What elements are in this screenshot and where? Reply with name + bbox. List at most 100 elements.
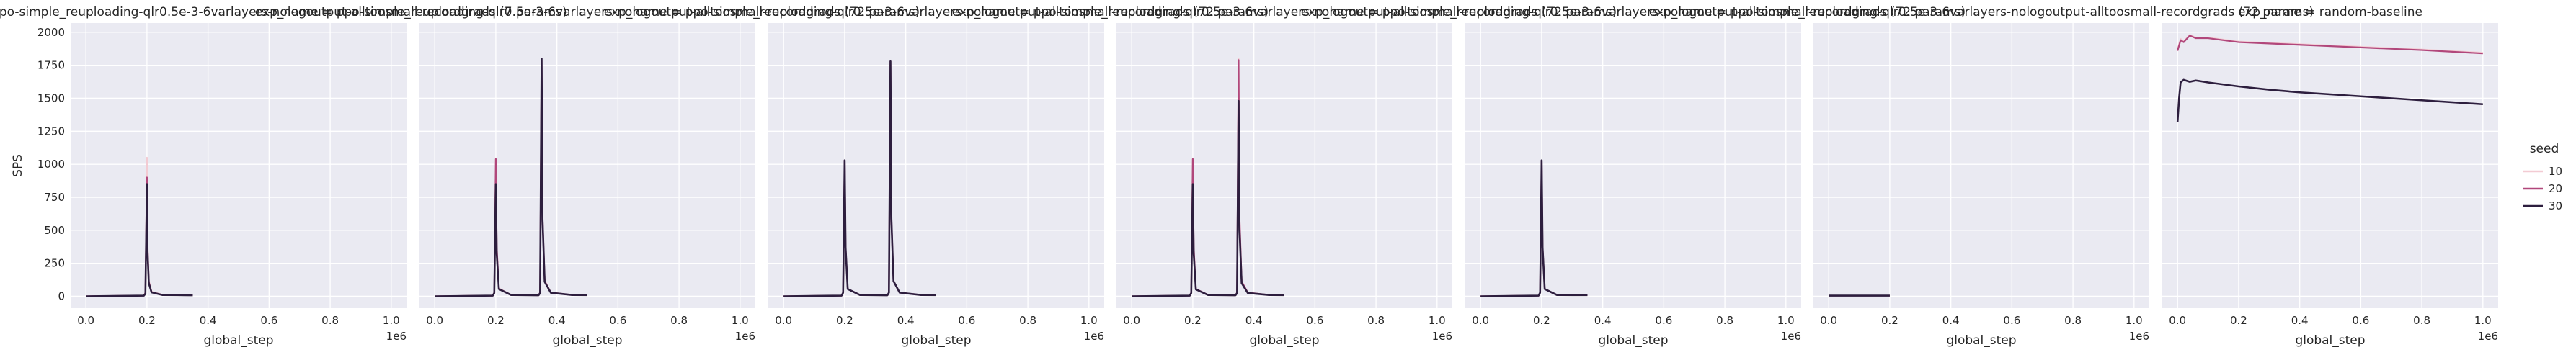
panel-background [419,23,755,308]
y-tick-label: 750 [44,191,65,204]
series-line-seed-30 [86,183,193,297]
x-tick-label: 1.0 [383,314,400,327]
x-tick-label: 0.8 [321,314,339,327]
x-tick-label: 0.6 [1655,314,1672,327]
series-line-seed-30 [1480,159,1588,297]
x-tick-label: 0.6 [2003,314,2020,327]
x-tick-label: 1.0 [1777,314,1795,327]
x-tick-label: 0.6 [260,314,277,327]
x-tick-label: 0.4 [897,314,915,327]
series-line-seed-30 [435,58,588,297]
x-tick-label: 0.2 [1533,314,1550,327]
series-group [86,156,193,297]
panel-title: exp_name = ppo-simple_reuploading-qlr0.5… [255,5,920,19]
x-tick-label: 0.6 [958,314,975,327]
x-tick-label: 0.4 [2291,314,2309,327]
panel-background [71,23,407,308]
x-tick-label: 0.4 [1942,314,1960,327]
panel-title: exp_name = ppo-simple_reuploading-qlr0.5… [604,5,1269,19]
panel-title: exp_name = ppo-simple_reuploading-qlr0.5… [1301,5,1966,19]
x-tick-label: 1.0 [2474,314,2492,327]
panel-3: 0.0 0.2 0.4 0.6 0.8 1.0 1e6 global_step exp_name… [604,5,1269,348]
series-line-seed-30 [783,60,937,297]
legend-label: 30 [2549,199,2562,212]
x-tick-label: 0.4 [1245,314,1263,327]
x-tick-label: 0.0 [2169,314,2186,327]
x-tick-label: 0.2 [1881,314,1898,327]
panel-1: 0 250 500 750 1000 1250 1500 1750 2000 0.0 0.2 0.4 0… [0,5,567,348]
y-tick-label: 1250 [37,125,65,138]
x-tick-label: 0.2 [1184,314,1202,327]
series-group [1480,159,1588,297]
x-offset-label: 1e6 [735,330,755,343]
x-tick-label: 0.8 [1367,314,1385,327]
x-offset-label: 1e6 [1084,330,1104,343]
x-tick-label: 0.0 [1472,314,1489,327]
panel-background [2162,23,2498,308]
panel-7: 0.0 0.2 0.4 0.6 0.8 1.0 1e6 global_step exp_name… [2162,5,2498,348]
x-tick-label: 1.0 [1080,314,1098,327]
x-axis-label: global_step [1946,333,2016,348]
panel-6: 0.0 0.2 0.4 0.6 0.8 1.0 1e6 global_step exp_name… [1649,5,2314,348]
series-line-seed-30 [2176,78,2483,122]
x-tick-label: 0.8 [2064,314,2082,327]
x-axis-label: global_step [552,333,622,348]
panel-background [768,23,1104,308]
legend-label: 20 [2549,182,2562,195]
panel-5: 0.0 0.2 0.4 0.6 0.8 1.0 1e6 global_step exp_name… [1301,5,1966,348]
series-group [783,60,937,297]
x-offset-label: 1e6 [1781,330,1801,343]
x-tick-label: 0.2 [2230,314,2247,327]
x-tick-label: 0.8 [2413,314,2430,327]
x-tick-label: 0.4 [1594,314,1612,327]
y-tick-label: 1000 [37,158,65,171]
x-tick-label: 1.0 [2126,314,2143,327]
x-tick-label: 0.4 [200,314,217,327]
panel-title: exp_name = ppo-simple_reuploading-qlr0.5… [952,5,1617,19]
x-tick-label: 0.0 [426,314,443,327]
legend: seed 10 20 30 [2523,142,2562,212]
x-offset-label: 1e6 [1432,330,1452,343]
panel-4: 0.0 0.2 0.4 0.6 0.8 1.0 1e6 global_step exp_name… [952,5,1617,348]
x-tick-label: 0.2 [487,314,505,327]
x-tick-label: 0.2 [138,314,156,327]
x-tick-label: 0.6 [1306,314,1323,327]
series-line-seed-30 [1132,99,1285,297]
x-tick-label: 0.8 [1716,314,1733,327]
x-tick-label: 0.8 [1019,314,1036,327]
x-tick-label: 0.0 [775,314,792,327]
x-tick-label: 0.4 [548,314,566,327]
series-group [1132,58,1285,297]
x-tick-label: 1.0 [732,314,749,327]
x-tick-label: 0.6 [2352,314,2369,327]
panel-title: exp_name = ppo-simple_reuploading-qlr0.5… [1649,5,2314,19]
x-tick-label: 0.8 [670,314,688,327]
panel-background [1813,23,2149,308]
y-axis-label: SPS [11,154,25,177]
x-tick-label: 0.2 [836,314,853,327]
panel-2: 0.0 0.2 0.4 0.6 0.8 1.0 1e6 global_step exp_name… [255,5,920,348]
x-tick-label: 0.6 [609,314,626,327]
series-line-seed-20 [2177,35,2483,55]
x-tick-label: 0.0 [77,314,94,327]
x-axis-label: global_step [901,333,971,348]
x-tick-label: 0.0 [1820,314,1837,327]
x-axis-label: global_step [1598,333,1668,348]
series-group [435,58,588,297]
y-tick-label: 0 [58,290,65,303]
panel-title: exp_name = random-baseline [2238,5,2422,19]
legend-label: 10 [2549,165,2562,178]
x-offset-label: 1e6 [2129,330,2149,343]
x-offset-label: 1e6 [2478,330,2498,343]
x-axis-label: global_step [203,333,273,348]
legend-title: seed [2530,142,2559,156]
x-offset-label: 1e6 [386,330,407,343]
y-tick-label: 2000 [37,26,65,39]
y-tick-label: 250 [44,257,65,270]
x-axis-label: global_step [2295,333,2365,348]
y-tick-label: 500 [44,224,65,237]
x-axis-label: global_step [1249,333,1319,348]
panel-background [1465,23,1801,308]
